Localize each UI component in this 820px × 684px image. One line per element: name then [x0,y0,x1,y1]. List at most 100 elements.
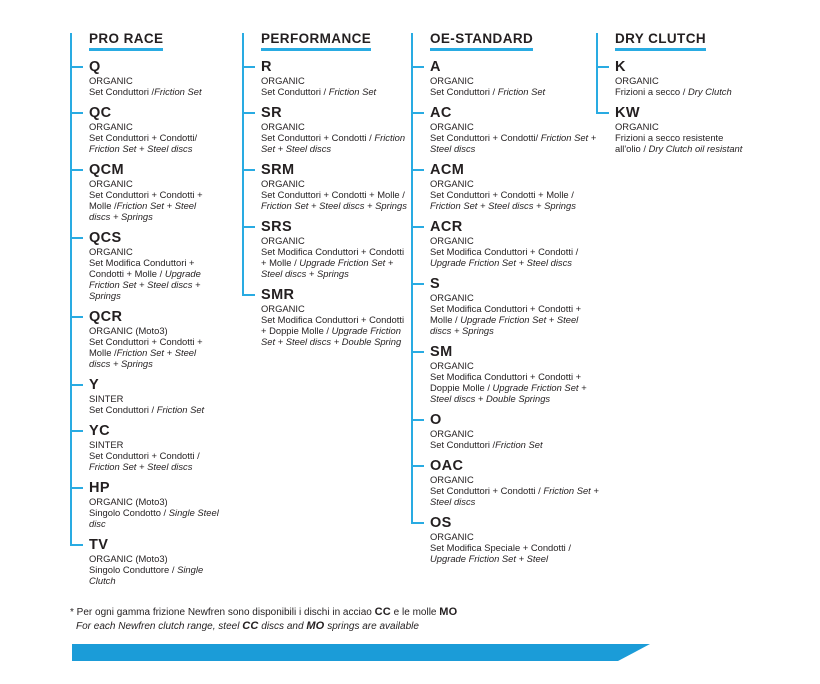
column-pro-race: PRO RACE Q ORGANIC Set Conduttori /Frict… [70,30,220,595]
product-item: SRS ORGANIC Set Modifica Conduttori + Co… [242,220,407,279]
product-code: O [430,412,442,428]
description-italian: Set Modifica Conduttori + Condotti / [430,246,579,257]
item-tick [411,465,424,467]
column-oe-standard: OE-STANDARD A ORGANIC Set Conduttori / F… [411,30,600,573]
description-italian: Set Conduttori + Condotti / [89,450,200,461]
footnote-mo-code: MO [439,606,458,618]
item-tick [411,351,424,353]
item-tick [411,419,424,421]
description-english: Friction Set [497,86,546,97]
product-description: Frizioni a secco resistente all'olio / D… [615,132,748,154]
description-italian: Set Conduttori / [430,439,496,450]
column-header: PRO RACE [89,31,164,51]
description-english: Friction Set [154,86,202,97]
product-code: A [430,59,441,75]
description-italian: Set Conduttori + Condotti / [261,132,375,143]
product-description: Frizioni a secco / Dry Clutch [615,86,748,97]
description-italian: Set Conduttori / [261,86,329,97]
product-item: QCR ORGANIC (Moto3) Set Conduttori + Con… [70,310,220,369]
product-code: QCS [89,230,122,246]
footnote-cc-code: CC [242,619,259,632]
description-italian: Set Conduttori / [89,404,157,415]
product-description: Set Conduttori + Condotti/ Friction Set … [89,132,220,154]
product-type: ORGANIC [430,75,474,86]
column-items: K ORGANIC Frizioni a secco / Dry Clutch … [596,60,748,154]
product-code: YC [89,423,110,439]
product-item: SMR ORGANIC Set Modifica Conduttori + Co… [242,288,407,347]
description-english: Upgrade Friction Set + Steel [430,553,549,564]
item-tick [242,294,255,296]
description-italian: Set Modifica Conduttori + Condotti + Dop… [261,314,405,336]
product-description: Singolo Condotto / Single Steel disc [89,507,220,529]
product-type: SINTER [89,393,124,404]
column-rail-line [596,33,598,114]
product-description: Set Modifica Conduttori + Condotti + Mol… [261,246,407,279]
description-italian: Set Conduttori + Condotti/ [89,132,198,143]
product-item: ACM ORGANIC Set Conduttori + Condotti + … [411,163,600,211]
product-type: SINTER [89,439,124,450]
product-type: ORGANIC (Moto3) [89,325,168,336]
product-item: S ORGANIC Set Modifica Conduttori + Cond… [411,277,600,336]
product-type: ORGANIC [261,303,305,314]
product-description: Set Conduttori + Condotti / Friction Set… [89,450,220,472]
product-item: QC ORGANIC Set Conduttori + Condotti/ Fr… [70,106,220,154]
product-description: Set Modifica Conduttori + Condotti + Mol… [430,303,600,336]
item-tick [596,112,609,114]
description-english: Friction Set + Steel discs [430,485,599,507]
item-tick [596,66,609,68]
product-type: ORGANIC [615,121,659,132]
product-type: ORGANIC [89,75,133,86]
column-performance: PERFORMANCE R ORGANIC Set Conduttori / F… [242,30,407,356]
column-rail-line [411,33,413,524]
description-english: Upgrade Friction Set + Steel discs + Spr… [430,314,579,336]
item-tick [70,544,83,546]
description-italian: Frizioni a secco resistente all'olio / [615,132,724,154]
description-english: Upgrade Friction Set + Steel discs + Dou… [261,325,402,347]
description-italian: Frizioni a secco / [615,86,688,97]
product-code: TV [89,537,109,553]
item-tick [70,237,83,239]
product-type: ORGANIC [430,360,474,371]
product-item: YC SINTER Set Conduttori + Condotti / Fr… [70,423,220,472]
product-description: Set Conduttori + Condotti / Friction Set… [430,485,600,507]
product-item: R ORGANIC Set Conduttori / Friction Set [242,60,407,97]
item-tick [70,487,83,489]
product-type: ORGANIC [430,178,474,189]
product-item: SRM ORGANIC Set Conduttori + Condotti + … [242,162,407,211]
footnote-text: For each Newfren clutch range, steel [76,620,243,632]
product-code: AC [430,105,452,121]
column-rail-line [242,33,244,296]
product-item: Y SINTER Set Conduttori / Friction Set [70,378,220,415]
footnote-italian: * Per ogni gamma frizione Newfren sono d… [70,606,770,620]
description-english: Friction Set + Steel discs + Springs [89,200,197,222]
column-items: A ORGANIC Set Conduttori / Friction Set … [411,59,600,564]
product-description: Set Modifica Conduttori + Condotti + Dop… [430,371,600,404]
product-code: SRM [261,162,295,178]
description-italian: Set Conduttori + Condotti + Molle / [89,336,203,358]
product-item: O ORGANIC Set Conduttori /Friction Set [411,412,600,450]
product-item: KW ORGANIC Frizioni a secco resistente a… [596,106,748,154]
description-italian: Set Modifica Conduttori + Condotti + Mol… [89,257,195,279]
product-code: ACR [430,219,463,235]
product-type: ORGANIC [430,292,474,303]
description-english: Single Clutch [89,564,204,586]
item-tick [70,430,83,432]
product-code: SM [430,344,453,360]
footnote-text: * Per ogni gamma frizione Newfren sono d… [70,607,375,618]
description-italian: Set Conduttori + Condotti / [430,485,544,496]
product-item: SM ORGANIC Set Modifica Conduttori + Con… [411,344,600,404]
product-item: A ORGANIC Set Conduttori / Friction Set [411,59,600,97]
product-item: OAC ORGANIC Set Conduttori + Condotti / … [411,459,600,507]
description-english: Friction Set + Steel discs + Springs [430,200,576,211]
footnote-english: For each Newfren clutch range, steel CC … [70,620,770,634]
description-italian: Singolo Condotto / [89,507,169,518]
item-tick [411,169,424,171]
product-code: OS [430,515,452,531]
product-item: TV ORGANIC (Moto3) Singolo Conduttore / … [70,537,220,586]
item-tick [242,226,255,228]
description-english: Upgrade Friction Set + Steel discs [430,257,572,268]
column-items: Q ORGANIC Set Conduttori /Friction Set Q… [70,60,220,586]
footnote-cc-code: CC [374,606,391,618]
product-type: ORGANIC [430,235,474,246]
